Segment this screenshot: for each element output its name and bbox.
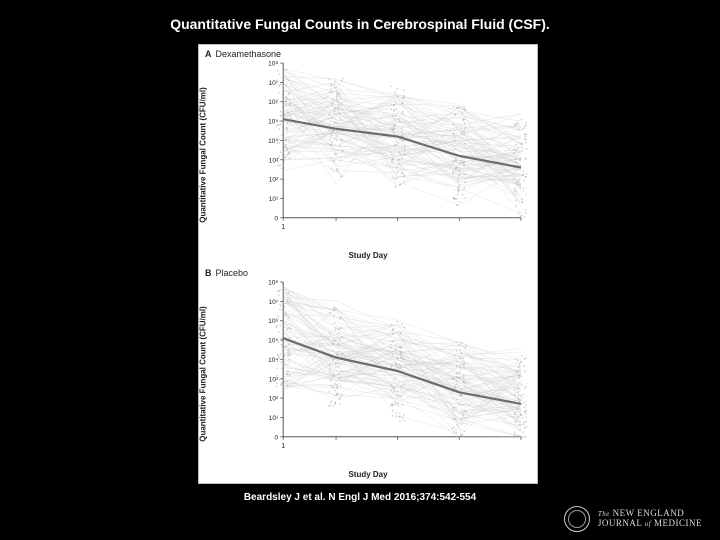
svg-text:0: 0 [275,215,279,222]
svg-text:0: 0 [275,434,279,441]
svg-text:10⁸: 10⁸ [268,280,278,287]
panel-a: ADexamethasone Quantitative Fungal Count… [199,45,537,264]
panel-b-plot: 010¹10²10³10⁴10⁵10⁶10⁷10⁸1 [255,278,527,455]
svg-text:10¹: 10¹ [269,196,279,203]
page-title: Quantitative Fungal Counts in Cerebrospi… [0,16,720,32]
panel-b: BPlacebo Quantitative Fungal Count (CFU/… [199,264,537,483]
svg-text:10⁵: 10⁵ [268,338,278,345]
panel-b-svg: 010¹10²10³10⁴10⁵10⁶10⁷10⁸1 [255,278,527,455]
journal-logo: The The NEW ENGLANDNEW ENGLAND JOURNAL o… [564,506,702,532]
svg-text:1: 1 [281,224,285,231]
nejm-logo-text: The The NEW ENGLANDNEW ENGLAND JOURNAL o… [598,509,702,529]
svg-text:10¹: 10¹ [269,415,279,422]
svg-text:10⁷: 10⁷ [269,80,279,87]
svg-text:1: 1 [281,443,285,450]
svg-text:10⁴: 10⁴ [268,357,278,364]
panel-a-plot: 010¹10²10³10⁴10⁵10⁶10⁷10⁸1 [255,59,527,236]
panel-a-svg: 010¹10²10³10⁴10⁵10⁶10⁷10⁸1 [255,59,527,236]
panel-a-label: ADexamethasone [205,49,281,59]
panel-b-xlabel: Study Day [199,470,537,479]
figure-container: ADexamethasone Quantitative Fungal Count… [198,44,538,484]
svg-text:10²: 10² [269,177,279,184]
svg-text:10²: 10² [269,396,279,403]
svg-text:10⁸: 10⁸ [268,61,278,68]
citation-text: Beardsley J et al. N Engl J Med 2016;374… [0,492,720,503]
panel-b-label: BPlacebo [205,268,248,278]
panel-a-xlabel: Study Day [199,251,537,260]
svg-text:10⁶: 10⁶ [268,318,278,325]
nejm-seal-icon [564,506,590,532]
svg-text:10⁷: 10⁷ [269,299,279,306]
